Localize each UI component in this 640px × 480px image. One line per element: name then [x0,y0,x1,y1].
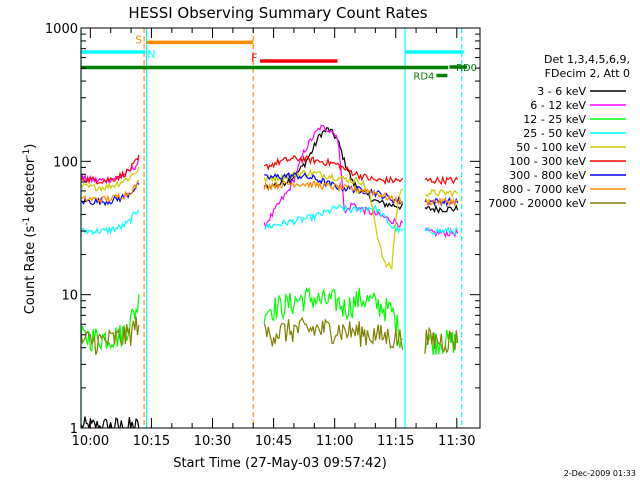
legend-header-line-2: FDecim 2, Att 0 [545,67,630,80]
legend-label-8: 7000 - 20000 keV [488,197,586,210]
legend: Det 1,3,4,5,6,9, FDecim 2, Att 0 3 - 6 k… [488,53,630,210]
status-bar-label-4: RD4 [413,72,434,83]
x-tick-label-3: 10:45 [255,434,292,449]
x-axis-label: Start Time (27-May-03 09:57:42) [173,456,387,471]
legend-label-3: 25 - 50 keV [523,127,586,140]
x-tick-label-5: 11:15 [377,434,414,449]
legend-label-2: 12 - 25 keV [523,113,586,126]
series-line-4-seg-0 [81,166,140,193]
series-line-5-seg-1 [263,154,404,186]
y-tick-label-0: 1 [70,422,78,437]
x-tick-label-6: 11:30 [438,434,475,449]
series-layer [81,124,459,428]
series-line-5-seg-2 [424,175,459,186]
y-label-mid: detector [23,157,38,217]
marker-s: S [135,33,142,46]
y-axis: 1 10 100 1000 [45,22,480,437]
y-label-sup2: -1 [22,149,32,158]
chart-title: HESSI Observing Summary Count Rates [128,4,427,22]
legend-header-line-1: Det 1,3,4,5,6,9, [544,53,630,66]
x-tick-label-0: 10:00 [72,434,109,449]
series-line-8-seg-1 [263,316,404,350]
legend-label-6: 300 - 800 keV [509,169,586,182]
series-line-5-seg-0 [81,154,140,185]
marker-f: F [251,52,257,65]
markers-layer: SN F [135,33,257,64]
series-line-8-seg-2 [424,326,459,354]
series-line-0-seg-2 [424,204,459,214]
x-tick-label-1: 10:15 [133,434,170,449]
status-bars-layer: RD0 RD4 [81,40,477,83]
legend-label-7: 800 - 7000 keV [502,183,586,196]
series-line-4-seg-1 [263,168,403,270]
legend-label-0: 3 - 6 keV [537,85,586,98]
series-line-3-seg-1 [263,204,404,235]
legend-label-5: 100 - 300 keV [509,155,586,168]
series-line-7-seg-2 [424,197,458,208]
status-bar-label-3: RD0 [456,63,477,74]
footer-timestamp: 2-Dec-2009 01:33 [564,469,636,478]
series-line-4-seg-2 [424,188,458,199]
y-tick-label-1: 10 [61,289,78,304]
y-tick-label-2: 100 [53,155,78,170]
y-label-main: Count Rate (s [23,226,38,315]
legend-label-4: 50 - 100 keV [516,141,586,154]
series-line-0-seg-0 [81,416,140,428]
series-line-3-seg-2 [424,226,459,236]
x-tick-label-4: 11:00 [316,434,353,449]
x-tick-label-2: 10:30 [194,434,231,449]
legend-label-1: 6 - 12 keV [530,99,586,112]
series-line-1-seg-1 [263,124,404,230]
series-line-7-seg-0 [81,179,140,205]
series-line-6-seg-1 [264,171,404,205]
y-label-sup1: -1 [22,217,32,226]
series-line-7-seg-1 [263,180,404,206]
series-line-8-seg-0 [81,316,140,355]
y-label-end: ) [23,144,38,149]
marker-n: N [147,48,155,61]
x-axis: 10:00 10:15 10:30 10:45 11:00 11:15 11:30 [72,28,476,449]
y-tick-label-3: 1000 [45,22,78,37]
series-line-3-seg-0 [81,209,140,236]
y-axis-label: Count Rate (s-1 detector-1) [22,144,38,315]
plot-frame [80,27,481,429]
series-line-2-seg-1 [263,286,403,349]
